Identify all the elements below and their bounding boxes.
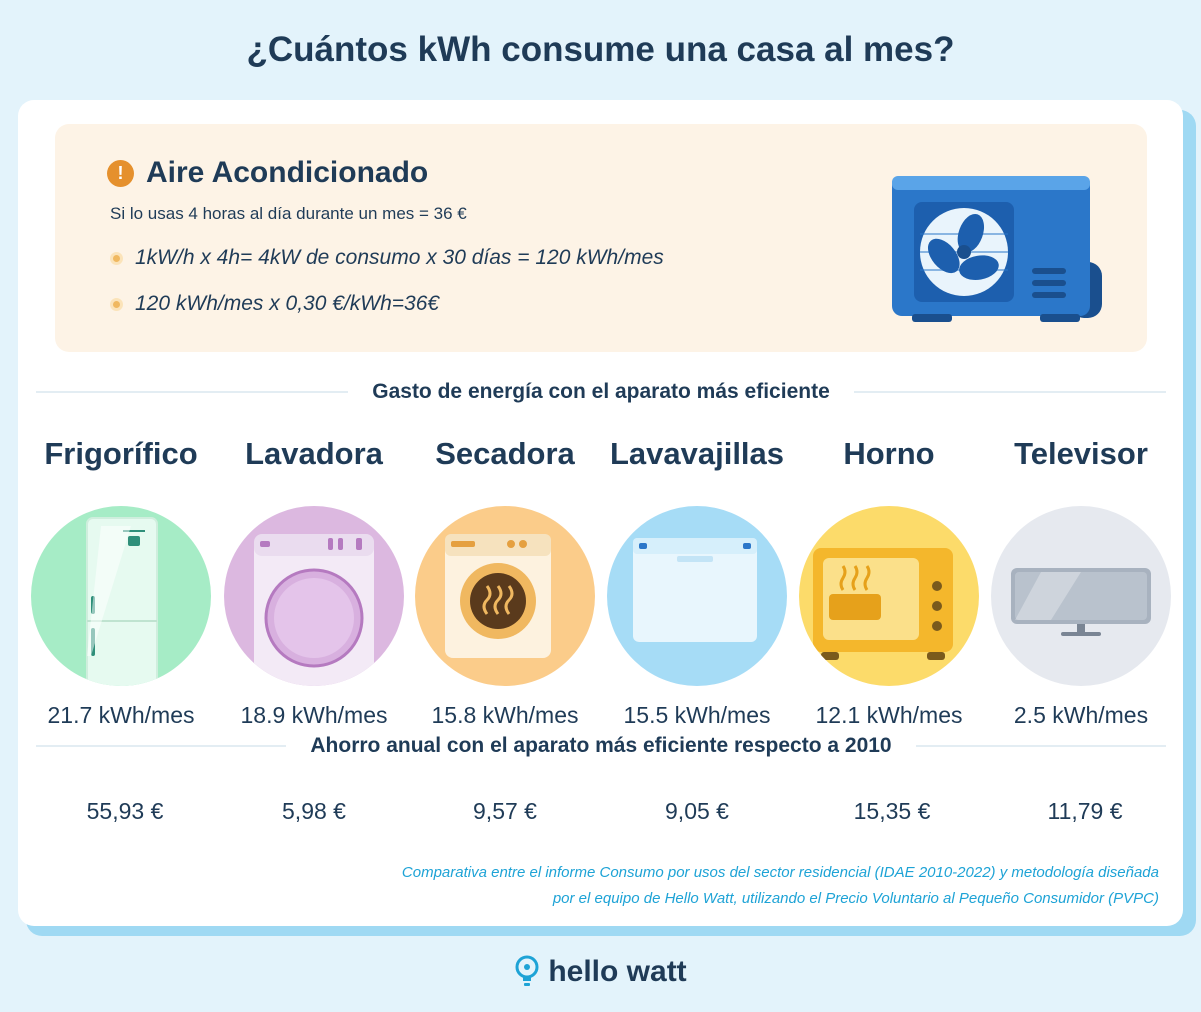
- dishwasher-icon: [607, 506, 787, 686]
- footnote-line: por el equipo de Hello Watt, utilizando …: [552, 890, 1159, 907]
- saving-washer: 5,98 €: [282, 798, 346, 824]
- divider-line: [36, 745, 287, 747]
- saving-dishwasher: 9,05 €: [665, 798, 729, 824]
- footnote-line: Comparativa entre el informe Consumo por…: [401, 864, 1159, 881]
- appliance-consumption: 15.8 kWh/mes: [431, 702, 579, 728]
- appliance-consumption: 21.7 kWh/mes: [47, 702, 195, 728]
- brand-logo: hello watt: [0, 955, 1201, 989]
- saving-oven: 15,35 €: [853, 798, 931, 824]
- divider-line: [915, 745, 1167, 747]
- ac-title-row: ! Aire Acondicionado: [107, 156, 428, 190]
- ac-calc-line: 1kW/h x 4h= 4kW de consumo x 30 días = 1…: [110, 246, 664, 270]
- saving-dryer: 9,57 €: [473, 798, 537, 824]
- appliance-washer: Lavadora 18.9 kWh/mes: [219, 436, 409, 729]
- appliance-name: Lavavajillas: [609, 436, 785, 471]
- page-title: ¿Cuántos kWh consume una casa al mes?: [246, 30, 955, 69]
- divider-line: [853, 391, 1166, 393]
- appliance-name: Secadora: [435, 436, 575, 471]
- appliance-consumption: 15.5 kWh/mes: [623, 702, 771, 728]
- bullet-icon: [110, 297, 123, 311]
- footnote: Comparativa entre el informe Consumo por…: [259, 860, 1159, 912]
- energy-heading: Gasto de energía con el aparato más efic…: [372, 380, 830, 403]
- appliance-tv: Televisor 2.5 kWh/mes: [986, 436, 1176, 729]
- appliance-consumption: 12.1 kWh/mes: [815, 702, 963, 728]
- oven-icon: [799, 506, 979, 686]
- divider-line: [36, 391, 349, 393]
- tv-icon: [991, 506, 1171, 686]
- appliance-name: Horno: [843, 436, 935, 471]
- saving-tv: 11,79 €: [1047, 798, 1123, 824]
- bullet-icon: [110, 251, 123, 265]
- appliance-name: Televisor: [1014, 436, 1148, 471]
- ac-panel: ! Aire Acondicionado Si lo usas 4 horas …: [55, 124, 1147, 352]
- ac-calc-text: 1kW/h x 4h= 4kW de consumo x 30 días = 1…: [135, 246, 664, 269]
- appliance-consumption: 2.5 kWh/mes: [1013, 702, 1149, 728]
- savings-divider: Ahorro anual con el aparato más eficient…: [36, 734, 1167, 758]
- appliance-oven: Horno 12.1 kWh/mes: [794, 436, 984, 729]
- ac-title: Aire Acondicionado: [146, 156, 429, 189]
- dryer-icon: [415, 506, 595, 686]
- ac-cost-text: 120 kWh/mes x 0,30 €/kWh=36€: [135, 292, 440, 315]
- appliance-dishwasher: Lavavajillas 15.5 kWh/mes: [602, 436, 792, 729]
- lightbulb-icon: [515, 955, 539, 986]
- fridge-icon: [31, 506, 211, 686]
- appliance-name: Frigorífico: [44, 436, 198, 471]
- energy-divider: Gasto de energía con el aparato más efic…: [36, 380, 1166, 404]
- alert-icon: !: [107, 159, 134, 187]
- air-conditioner-icon: [890, 174, 1110, 329]
- washing-machine-icon: [224, 506, 404, 686]
- saving-fridge: 55,93 €: [86, 798, 164, 824]
- appliance-consumption: 18.9 kWh/mes: [240, 702, 388, 728]
- brand-name: hello watt: [548, 955, 687, 988]
- ac-subtitle: Si lo usas 4 horas al día durante un mes…: [110, 204, 467, 223]
- savings-heading: Ahorro anual con el aparato más eficient…: [310, 734, 892, 757]
- ac-cost-line: 120 kWh/mes x 0,30 €/kWh=36€: [110, 292, 439, 316]
- appliance-name: Lavadora: [245, 436, 383, 471]
- appliance-fridge: Frigorífico 21.7 kWh/mes: [26, 436, 216, 729]
- appliance-dryer: Secadora 15.8 kWh/mes: [410, 436, 600, 729]
